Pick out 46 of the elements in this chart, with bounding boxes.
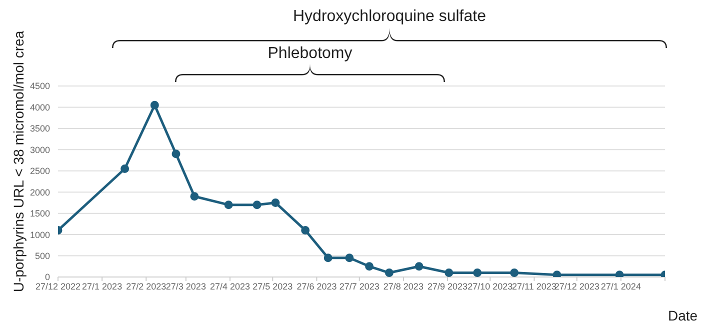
y-tick-label: 500 bbox=[34, 250, 50, 261]
point bbox=[190, 192, 199, 201]
point bbox=[120, 164, 130, 174]
x-tick-label: 27/11 2023 bbox=[512, 281, 556, 292]
point bbox=[345, 254, 354, 262]
y-tick-label: 2500 bbox=[30, 166, 50, 176]
x-tick-label: 27/9 2023 bbox=[427, 281, 468, 292]
point bbox=[172, 150, 180, 158]
x-tick-label: 27/12 2023 bbox=[554, 281, 600, 292]
point bbox=[615, 270, 624, 277]
x-tick-label: 27/5 2023 bbox=[252, 281, 293, 292]
x-axis-title: Date bbox=[668, 308, 698, 324]
text: Phlebotomy bbox=[268, 45, 352, 62]
point bbox=[365, 262, 374, 271]
x-tick-label: 27/4 2023 bbox=[210, 281, 250, 292]
y-tick-label: 3000 bbox=[30, 144, 50, 155]
x-tick-label: 27/1 2023 bbox=[82, 281, 122, 292]
x-tick-label: 27/1 2024 bbox=[600, 281, 641, 292]
point bbox=[252, 200, 262, 210]
x-tick-label: 27/7 2023 bbox=[339, 281, 380, 292]
point bbox=[552, 270, 562, 277]
point bbox=[271, 198, 280, 207]
x-tick-label: 27/2 2023 bbox=[126, 281, 166, 292]
y-tick-label: 3500 bbox=[30, 124, 50, 134]
y-tick-label: 1000 bbox=[30, 230, 50, 240]
y-axis-title: U-porphyrins URL < 38 micromol/mol crea bbox=[10, 30, 27, 292]
point bbox=[150, 100, 159, 110]
x-tick-label: 27/8 2023 bbox=[383, 281, 424, 292]
x-tick-label: 27/12 2022 bbox=[35, 281, 81, 292]
x-tick-label: 27/3 2023 bbox=[166, 281, 206, 292]
point bbox=[301, 226, 310, 235]
y-tick-label: 0 bbox=[44, 272, 50, 282]
point bbox=[414, 262, 424, 271]
point bbox=[324, 254, 332, 262]
text: Hydroxychloroquine sulfate bbox=[293, 8, 486, 26]
x-tick-label: 27/6 2023 bbox=[296, 281, 337, 292]
point bbox=[444, 268, 454, 277]
point bbox=[384, 268, 394, 277]
x-tick-label: 27/10 2023 bbox=[468, 281, 513, 292]
y-tick-label: 1500 bbox=[30, 208, 50, 219]
point bbox=[510, 268, 519, 277]
point bbox=[224, 200, 233, 210]
y-tick-label: 2000 bbox=[30, 187, 50, 198]
y-tick-label: 4500 bbox=[30, 81, 50, 92]
y-tick-label: 4000 bbox=[30, 102, 50, 112]
point bbox=[473, 268, 482, 277]
